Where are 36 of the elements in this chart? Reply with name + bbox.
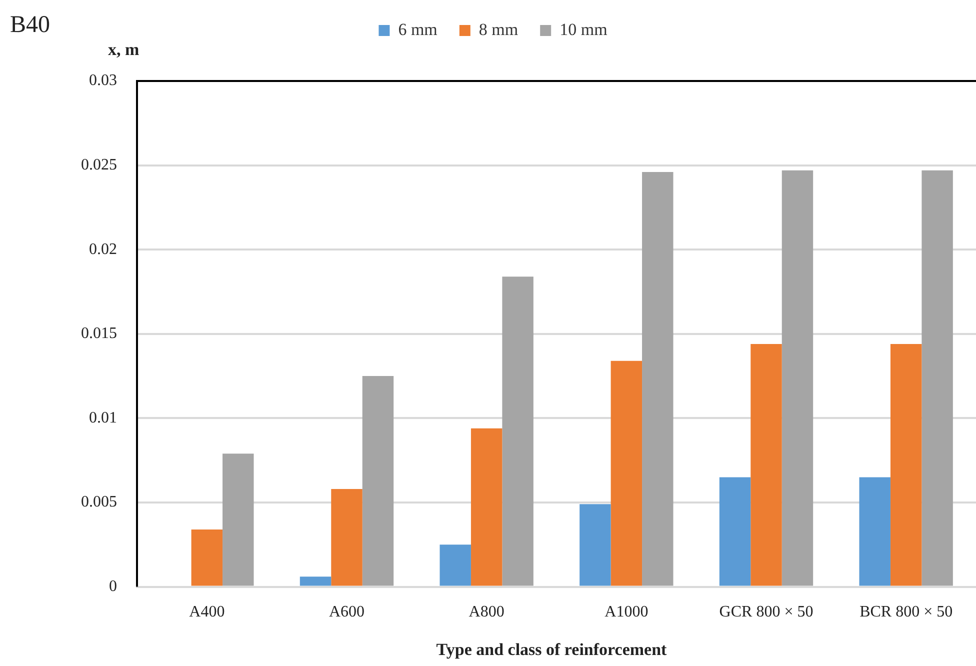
- legend-label: 8 mm: [478, 20, 518, 39]
- y-tick-label: 0.005: [81, 494, 117, 511]
- bar: [750, 344, 782, 586]
- bar: [300, 576, 332, 586]
- x-tick-label: A600: [328, 604, 365, 621]
- bar: [782, 170, 814, 586]
- legend-label: 6 mm: [398, 20, 438, 39]
- bar: [922, 170, 953, 586]
- y-tick-label: 0.025: [81, 156, 117, 174]
- x-tick-label: A800: [468, 604, 504, 621]
- bar: [890, 344, 922, 586]
- bar: [331, 489, 362, 586]
- x-tick-label: A1000: [604, 604, 648, 621]
- y-tick-label: 0.03: [89, 72, 117, 90]
- bar: [859, 477, 890, 586]
- x-tick-label: GCR 800 × 50: [719, 604, 814, 621]
- y-tick-label: 0.02: [89, 240, 117, 258]
- bar: [470, 428, 502, 586]
- y-axis-title: x, m: [108, 40, 140, 60]
- x-axis-title: Type and class of reinforcement: [435, 640, 668, 660]
- x-tick-label: BCR 800 × 50: [860, 604, 953, 621]
- bar: [362, 376, 394, 586]
- bar: [222, 454, 254, 586]
- y-tick-label: 0: [109, 578, 117, 596]
- legend-label: 10 mm: [560, 20, 608, 39]
- y-tick-label: 0.015: [81, 325, 117, 342]
- bar: [642, 172, 674, 586]
- chart-title: B40: [10, 12, 50, 39]
- bar: [502, 276, 534, 586]
- bar: [719, 477, 751, 586]
- y-tick-label: 0.01: [89, 409, 117, 426]
- bar: [610, 360, 642, 586]
- bar: [580, 504, 611, 586]
- x-tick-label: A400: [189, 604, 225, 621]
- bar: [440, 544, 471, 586]
- bar: [191, 529, 223, 586]
